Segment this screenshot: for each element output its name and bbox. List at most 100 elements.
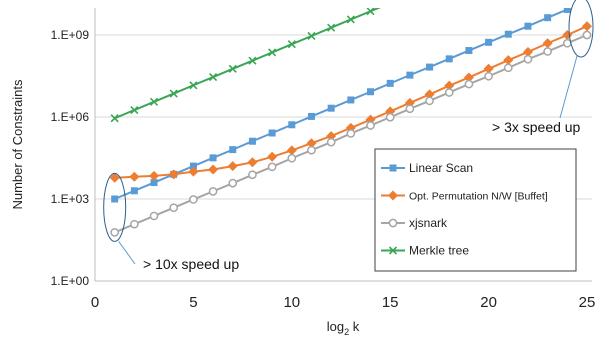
legend-label-merkle-tree: Merkle tree <box>409 244 469 258</box>
legend-marker-opt-permutation-n-w-buffet <box>388 190 398 201</box>
series-merkle-tree <box>110 8 381 123</box>
x-axis-title-suffix: k <box>349 319 360 334</box>
data-point-opt-permutation-n-w-buffet <box>463 72 474 83</box>
highlight-ellipse-right <box>568 0 594 58</box>
legend-marker-merkle-tree <box>388 246 398 255</box>
data-point-merkle-tree <box>268 48 277 57</box>
x-tick-label: 20 <box>480 294 497 311</box>
data-point-xjsnark <box>425 96 434 106</box>
data-point-linear-scan <box>465 47 473 55</box>
x-axis-title-subscript: 2 <box>344 327 349 337</box>
data-point-xjsnark <box>484 71 493 81</box>
data-point-linear-scan <box>347 96 355 104</box>
annotation-text-left: > 10x speed up <box>143 256 239 272</box>
data-point-xjsnark <box>267 162 277 172</box>
data-point-xjsnark <box>523 54 533 64</box>
y-tick-label: 1.E+00 <box>51 274 90 288</box>
legend-box <box>374 148 577 272</box>
data-point-xjsnark <box>464 79 474 89</box>
data-point-xjsnark <box>248 170 257 180</box>
data-point-opt-permutation-n-w-buffet <box>444 80 455 91</box>
y-tick-labels: 1.E+00 1.E+03 1.E+06 1.E+09 <box>51 28 90 288</box>
data-point-merkle-tree <box>287 40 296 49</box>
y-tick-label: 1.E+03 <box>51 192 90 206</box>
data-point-xjsnark <box>503 63 513 73</box>
annotation-leader-right <box>559 55 578 119</box>
axes <box>94 8 592 282</box>
data-point-xjsnark <box>543 47 552 56</box>
annotation-text-right: > 3x speed up <box>492 119 581 135</box>
data-point-merkle-tree <box>248 56 257 65</box>
series-linear-scan <box>111 8 571 203</box>
axis-titles: Number of Constraints log2 k <box>10 79 360 337</box>
data-point-opt-permutation-n-w-buffet <box>522 46 533 57</box>
data-point-opt-permutation-n-w-buffet <box>247 157 258 168</box>
data-point-linear-scan <box>150 179 158 187</box>
data-point-linear-scan <box>327 104 335 112</box>
data-point-xjsnark <box>228 178 238 188</box>
data-point-linear-scan <box>426 63 434 71</box>
data-point-linear-scan <box>386 79 394 87</box>
x-axis-title-main: log <box>327 319 344 334</box>
data-point-merkle-tree <box>366 8 375 16</box>
legend-label-opt-permutation-n-w-buffet: Opt. Permutation N/W [Buffet] <box>409 191 548 203</box>
y-tick-label: 1.E+06 <box>51 110 90 124</box>
data-point-linear-scan <box>268 129 276 137</box>
data-point-xjsnark <box>189 195 198 204</box>
data-point-linear-scan <box>544 14 552 22</box>
data-point-linear-scan <box>367 88 375 96</box>
x-tick-label: 25 <box>579 294 596 311</box>
data-point-linear-scan <box>445 55 453 63</box>
data-point-xjsnark <box>110 228 120 237</box>
data-point-linear-scan <box>485 38 493 46</box>
x-axis-title: log2 k <box>327 319 360 337</box>
legend: Linear Scan Opt. Permutation N/W [Buffet]… <box>374 148 577 272</box>
data-point-opt-permutation-n-w-buffet <box>483 63 494 74</box>
data-point-merkle-tree <box>110 114 119 123</box>
data-point-linear-scan <box>209 154 217 162</box>
data-point-xjsnark <box>169 203 179 213</box>
legend-marker-xjsnark <box>388 218 398 228</box>
data-point-opt-permutation-n-w-buffet <box>542 38 553 49</box>
data-point-linear-scan <box>288 121 296 129</box>
data-point-merkle-tree <box>209 72 218 82</box>
series-opt-permutation-n-w-buffet <box>109 21 592 183</box>
y-tick-label: 1.E+09 <box>51 28 90 42</box>
data-point-opt-permutation-n-w-buffet <box>188 166 199 177</box>
data-point-xjsnark <box>582 30 592 40</box>
data-point-opt-permutation-n-w-buffet <box>267 151 278 162</box>
data-point-opt-permutation-n-w-buffet <box>208 164 219 175</box>
data-point-xjsnark <box>385 112 395 122</box>
data-point-xjsnark <box>444 88 454 97</box>
data-point-linear-scan <box>248 137 256 145</box>
data-point-merkle-tree <box>130 105 139 115</box>
data-point-xjsnark <box>366 121 375 130</box>
highlight-ellipse-left <box>103 172 127 242</box>
data-point-opt-permutation-n-w-buffet <box>582 21 592 32</box>
legend-marker-linear-scan <box>389 164 397 172</box>
data-point-opt-permutation-n-w-buffet <box>129 171 140 182</box>
data-point-xjsnark <box>287 153 297 163</box>
y-axis-title: Number of Constraints <box>10 79 25 210</box>
data-point-merkle-tree <box>307 31 316 41</box>
data-point-opt-permutation-n-w-buffet <box>326 131 337 142</box>
data-point-xjsnark <box>130 219 139 229</box>
data-point-xjsnark <box>307 145 316 155</box>
series-line-merkle-tree <box>114 8 381 120</box>
data-point-linear-scan <box>406 71 414 79</box>
data-point-opt-permutation-n-w-buffet <box>286 145 297 156</box>
annotations: > 10x speed up > 3x speed up <box>103 0 594 272</box>
data-point-merkle-tree <box>149 97 159 106</box>
x-tick-label: 15 <box>382 294 399 311</box>
data-point-merkle-tree <box>228 64 237 73</box>
data-point-xjsnark <box>208 187 218 196</box>
x-tick-labels: 0 5 10 15 20 25 <box>91 294 596 311</box>
data-point-xjsnark <box>326 137 336 147</box>
data-point-xjsnark <box>149 211 159 221</box>
legend-label-xjsnark: xjsnark <box>409 216 448 230</box>
legend-label-linear-scan: Linear Scan <box>409 161 473 175</box>
data-point-linear-scan <box>563 8 571 13</box>
data-point-merkle-tree <box>327 23 336 32</box>
data-point-merkle-tree <box>189 81 198 90</box>
